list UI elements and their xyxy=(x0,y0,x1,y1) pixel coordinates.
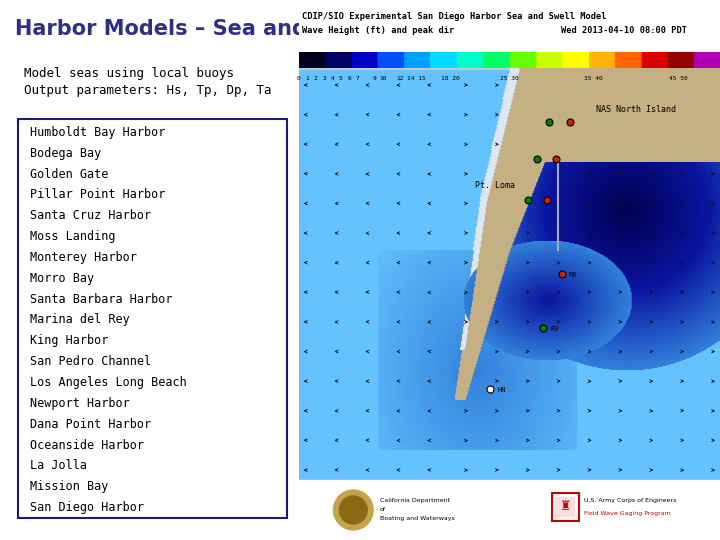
Circle shape xyxy=(333,490,373,530)
Text: Marina del Rey: Marina del Rey xyxy=(30,313,130,327)
Text: Boating and Waterways: Boating and Waterways xyxy=(380,516,455,521)
Text: R3: R3 xyxy=(550,326,559,332)
Text: Los Angeles Long Beach: Los Angeles Long Beach xyxy=(30,376,186,389)
Text: 18 20: 18 20 xyxy=(441,76,460,81)
Text: U.S. Army Corps of Engineers: U.S. Army Corps of Engineers xyxy=(584,498,677,503)
Bar xyxy=(552,493,580,521)
Text: King Harbor: King Harbor xyxy=(30,334,108,347)
Text: Moss Landing: Moss Landing xyxy=(30,230,115,243)
Text: 35 40: 35 40 xyxy=(584,76,603,81)
Text: 6: 6 xyxy=(348,76,351,81)
Text: 14 15: 14 15 xyxy=(408,76,426,81)
Text: 4: 4 xyxy=(330,76,334,81)
Bar xyxy=(556,497,575,517)
Text: Field Wave Gaging Program: Field Wave Gaging Program xyxy=(584,511,671,516)
Text: Humboldt Bay Harbor: Humboldt Bay Harbor xyxy=(30,126,166,139)
Text: 9: 9 xyxy=(373,76,377,81)
Text: ♜: ♜ xyxy=(559,501,571,514)
Text: Output parameters: Hs, Tp, Dp, Ta: Output parameters: Hs, Tp, Dp, Ta xyxy=(24,84,271,97)
Text: 12: 12 xyxy=(396,76,404,81)
Text: Wave Height (ft) and peak dir: Wave Height (ft) and peak dir xyxy=(302,26,454,35)
Bar xyxy=(299,480,720,540)
Text: HN: HN xyxy=(498,387,506,393)
Text: San Pedro Channel: San Pedro Channel xyxy=(30,355,151,368)
Text: Dana Point Harbor: Dana Point Harbor xyxy=(30,418,151,431)
Text: Oceanside Harbor: Oceanside Harbor xyxy=(30,438,144,451)
Text: Pillar Point Harbor: Pillar Point Harbor xyxy=(30,188,166,201)
Text: Newport Harbor: Newport Harbor xyxy=(30,397,130,410)
Text: 10: 10 xyxy=(379,76,387,81)
Text: 2: 2 xyxy=(314,76,318,81)
Text: Golden Gate: Golden Gate xyxy=(30,167,108,180)
Text: Model seas using local buoys: Model seas using local buoys xyxy=(24,68,234,80)
Text: CDIP/SIO Experimental San Diego Harbor Sea and Swell Model: CDIP/SIO Experimental San Diego Harbor S… xyxy=(302,12,606,21)
Text: 45 50: 45 50 xyxy=(668,76,688,81)
Text: Morro Bay: Morro Bay xyxy=(30,272,94,285)
Circle shape xyxy=(339,496,367,524)
Text: 7: 7 xyxy=(356,76,360,81)
Text: 0: 0 xyxy=(297,76,301,81)
Text: 1: 1 xyxy=(305,76,309,81)
Text: California Department: California Department xyxy=(380,498,450,503)
Text: La Jolla: La Jolla xyxy=(30,460,87,472)
FancyBboxPatch shape xyxy=(18,119,287,518)
Text: 5: 5 xyxy=(339,76,343,81)
Text: Mission Bay: Mission Bay xyxy=(30,480,108,493)
Text: NAS North Island: NAS North Island xyxy=(595,105,676,114)
Text: R6: R6 xyxy=(569,272,577,278)
Text: 3: 3 xyxy=(322,76,326,81)
Text: Pt. Loma: Pt. Loma xyxy=(475,180,516,190)
Text: Harbor Models – Sea and Swell: Harbor Models – Sea and Swell xyxy=(15,19,377,39)
Text: Santa Cruz Harbor: Santa Cruz Harbor xyxy=(30,209,151,222)
Text: Bodega Bay: Bodega Bay xyxy=(30,147,101,160)
Text: 25 30: 25 30 xyxy=(500,76,519,81)
Text: Monterey Harbor: Monterey Harbor xyxy=(30,251,137,264)
Text: of: of xyxy=(380,507,386,512)
Text: Wed 2013-04-10 08:00 PDT: Wed 2013-04-10 08:00 PDT xyxy=(562,26,688,35)
Text: Santa Barbara Harbor: Santa Barbara Harbor xyxy=(30,293,172,306)
Text: San Diego Harbor: San Diego Harbor xyxy=(30,501,144,514)
